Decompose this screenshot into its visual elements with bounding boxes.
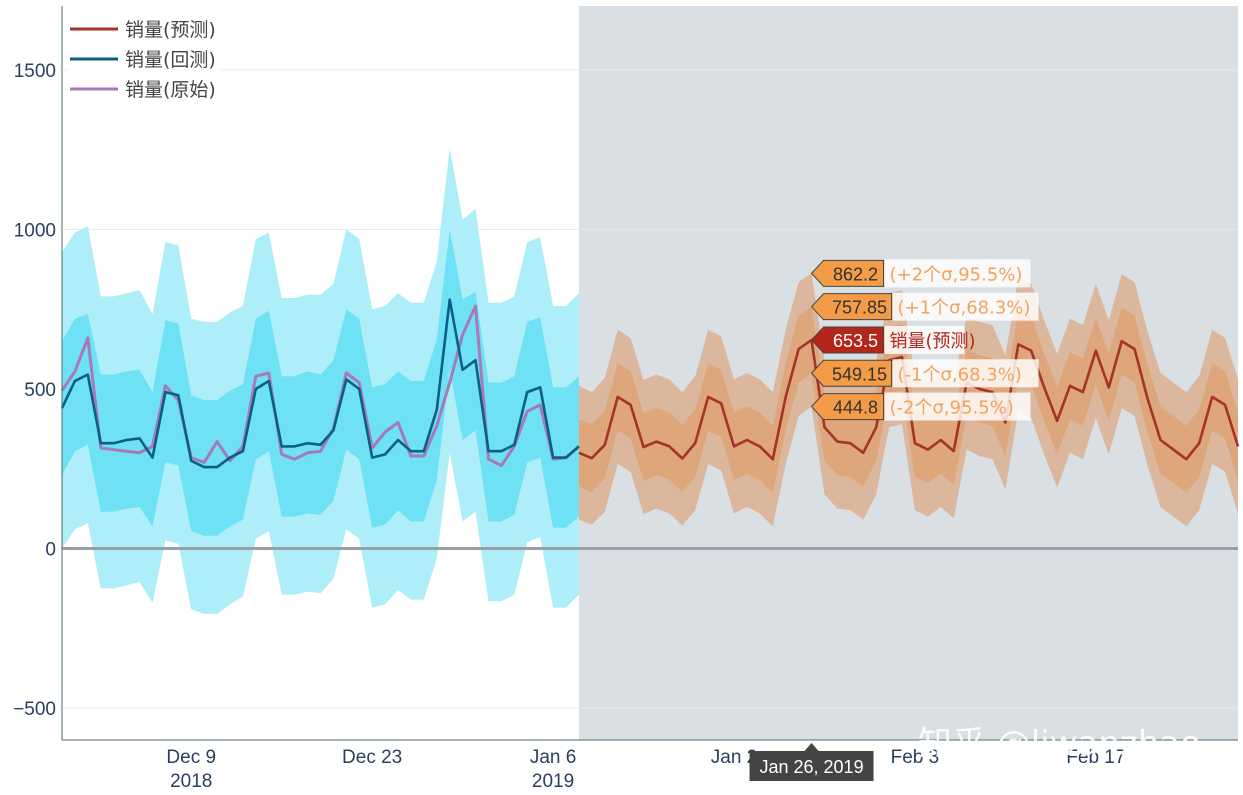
hover-value-box [810, 259, 885, 287]
legend-label-backtest: 销量(回测) [125, 49, 216, 71]
x-tick-label: Jan 6 [530, 747, 576, 768]
series-line-original [60, 304, 580, 467]
hover-label-bg [884, 259, 1031, 288]
hover-value: 862.2 [833, 264, 878, 284]
hover-label: 销量(预测) [890, 331, 976, 352]
y-tick-label: 0 [45, 540, 56, 561]
legend[interactable]: 销量(预测) 销量(回测) 销量(原始) [66, 12, 222, 104]
y-tick-label: 1500 [14, 61, 56, 82]
hover-value: 757.85 [832, 298, 887, 318]
hover-date-box [749, 751, 874, 781]
axes: −500 0 500 1000 1500 Dec 9 2018 Dec 23 Jan 6 2019… [13, 6, 1238, 792]
hover-item: 549.15 (-1个σ,68.3%) [810, 359, 1039, 388]
x-tick-label: Dec 23 [342, 747, 402, 768]
hover-value-box [810, 293, 893, 321]
hover-label-bg [892, 359, 1039, 388]
hover-date-label: Jan 26, 2019 [759, 757, 863, 777]
y-tick-label: −500 [13, 699, 56, 720]
hover-value: 549.15 [832, 364, 887, 384]
hover-label: (-2个σ,95.5%) [890, 398, 1014, 419]
hover-label-bg [892, 292, 1039, 321]
hover-date-pointer [804, 743, 819, 751]
legend-label-original: 销量(原始) [125, 79, 216, 101]
hover-label-bg [884, 325, 965, 354]
hover-label: (+2个σ,95.5%) [890, 264, 1023, 285]
legend-label-forecast: 销量(预测) [125, 19, 216, 41]
x-tick-year-label: 2019 [532, 771, 574, 792]
hover-label-bg [884, 392, 1031, 421]
hover-item: 862.2 (+2个σ,95.5%) [810, 259, 1031, 288]
x-tick-year-label: 2018 [170, 771, 212, 792]
y-tick-label: 1000 [14, 220, 56, 241]
hover-item: 444.8 (-2个σ,95.5%) [810, 392, 1031, 421]
hover-value-box [810, 393, 885, 421]
hover-value-box [810, 359, 893, 387]
x-tick-label: Jan 2 [711, 747, 757, 768]
x-tick-label: Feb 17 [1066, 747, 1125, 768]
series-line-backtest [60, 298, 580, 469]
hover-value: 653.5 [833, 331, 878, 351]
hover-item: 757.85 (+1个σ,68.3%) [810, 292, 1039, 321]
y-tick-label: 500 [24, 380, 56, 401]
hover-item: 653.5 销量(预测) [810, 325, 976, 354]
hover-value-box [810, 326, 885, 354]
hover-label: (+1个σ,68.3%) [898, 298, 1031, 319]
hover-value: 444.8 [833, 398, 878, 418]
x-tick-label: Dec 9 [166, 747, 216, 768]
hover-tooltip: 862.2 (+2个σ,95.5%)757.85 (+1个σ,68.3%) 653.5… [749, 259, 1039, 781]
hover-label: (-1个σ,68.3%) [898, 364, 1022, 385]
watermark: 知乎 @liwanzhao [918, 724, 1201, 764]
x-tick-label: Feb 3 [891, 747, 940, 768]
